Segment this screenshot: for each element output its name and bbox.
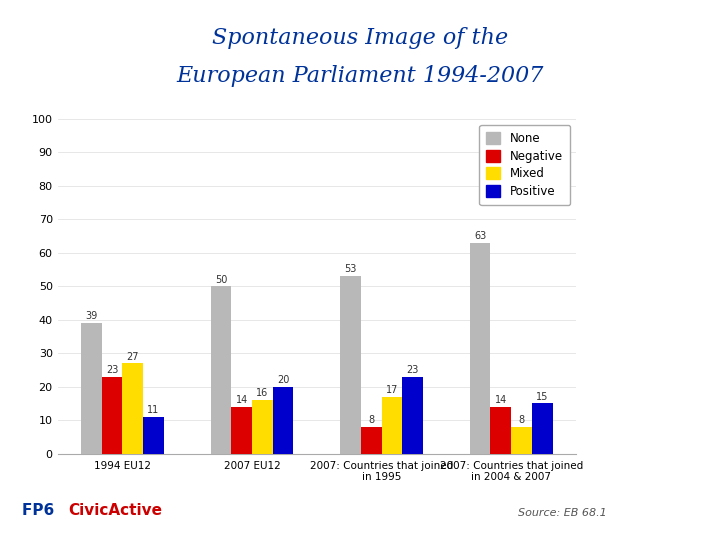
Text: 16: 16 <box>256 388 269 399</box>
Text: 27: 27 <box>127 352 139 362</box>
Text: 11: 11 <box>148 405 160 415</box>
Text: 14: 14 <box>495 395 507 405</box>
Bar <box>273 387 294 454</box>
Text: 15: 15 <box>536 392 549 402</box>
Bar <box>511 427 532 454</box>
Text: 23: 23 <box>106 365 118 375</box>
Bar <box>382 397 402 454</box>
Text: 8: 8 <box>368 415 374 425</box>
Text: 8: 8 <box>518 415 525 425</box>
Text: 39: 39 <box>85 312 97 321</box>
Text: 53: 53 <box>344 265 356 274</box>
Bar <box>361 427 382 454</box>
Text: 50: 50 <box>215 274 227 285</box>
Bar <box>532 403 553 454</box>
Bar <box>340 276 361 454</box>
Bar <box>122 363 143 454</box>
Bar <box>252 400 273 454</box>
Text: 17: 17 <box>386 385 398 395</box>
Bar <box>81 323 102 454</box>
Text: 20: 20 <box>277 375 289 385</box>
Bar <box>102 376 122 454</box>
Text: European Parliament 1994-2007: European Parliament 1994-2007 <box>176 65 544 87</box>
Text: FP6: FP6 <box>22 503 59 518</box>
Bar <box>231 407 252 454</box>
Bar <box>469 242 490 454</box>
Text: Spontaneous Image of the: Spontaneous Image of the <box>212 27 508 49</box>
Text: 63: 63 <box>474 231 486 241</box>
Text: 14: 14 <box>235 395 248 405</box>
Bar <box>210 286 231 454</box>
Bar <box>402 376 423 454</box>
Bar <box>490 407 511 454</box>
Bar <box>143 417 164 454</box>
Text: 23: 23 <box>407 365 419 375</box>
Legend: None, Negative, Mixed, Positive: None, Negative, Mixed, Positive <box>480 125 570 205</box>
Text: Source: EB 68.1: Source: EB 68.1 <box>518 508 607 518</box>
Text: CivicActive: CivicActive <box>68 503 163 518</box>
